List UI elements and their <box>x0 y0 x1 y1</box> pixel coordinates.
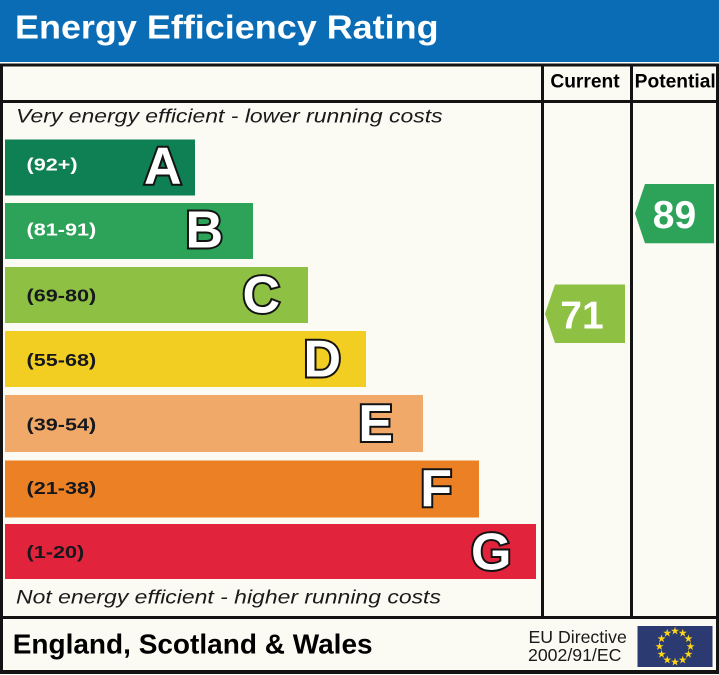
svg-text:EU Directive: EU Directive <box>529 627 627 647</box>
svg-text:C: C <box>242 267 280 325</box>
svg-text:Energy Efficiency Rating: Energy Efficiency Rating <box>15 10 439 46</box>
svg-text:71: 71 <box>560 295 603 338</box>
svg-text:Very energy efficient - lower: Very energy efficient - lower running co… <box>16 106 443 127</box>
svg-text:Current: Current <box>550 72 620 93</box>
svg-text:(39-54): (39-54) <box>27 415 97 435</box>
svg-text:F: F <box>420 460 452 518</box>
svg-text:(92+): (92+) <box>27 155 78 175</box>
svg-text:Not energy efficient - higher: Not energy efficient - higher running co… <box>16 587 441 608</box>
svg-text:Potential: Potential <box>635 72 716 93</box>
svg-text:England, Scotland & Wales: England, Scotland & Wales <box>13 629 373 660</box>
svg-text:A: A <box>144 138 182 196</box>
svg-text:89: 89 <box>653 194 696 237</box>
svg-text:2002/91/EC: 2002/91/EC <box>528 645 622 665</box>
svg-text:E: E <box>358 395 393 453</box>
svg-text:(1-20): (1-20) <box>27 543 85 563</box>
svg-text:(81-91): (81-91) <box>27 221 97 241</box>
svg-text:D: D <box>303 331 341 389</box>
svg-text:(21-38): (21-38) <box>27 479 97 499</box>
svg-text:(55-68): (55-68) <box>27 351 97 371</box>
svg-text:G: G <box>471 524 511 582</box>
svg-text:(69-80): (69-80) <box>27 286 97 306</box>
svg-text:B: B <box>185 202 223 260</box>
